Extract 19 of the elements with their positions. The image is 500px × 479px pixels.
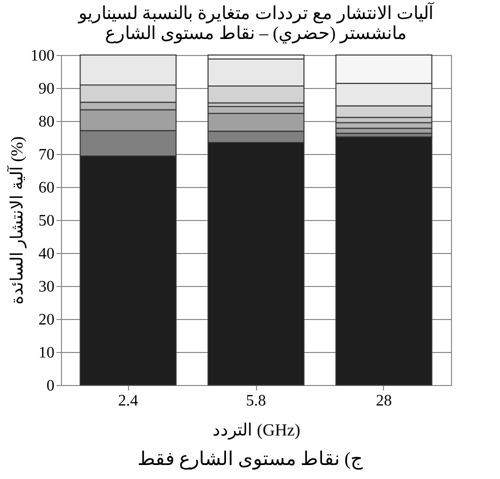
y-tick-label: 10 (38, 344, 54, 362)
y-tick-label: 50 (38, 212, 54, 230)
x-tick-label: 5.8 (246, 392, 266, 410)
y-tick-label: 60 (38, 180, 54, 196)
x-tick-label: 2.4 (118, 392, 138, 410)
bar (335, 136, 432, 386)
x-tick-label: 28 (376, 392, 392, 410)
x-axis-title: التردد (GHz) (212, 420, 300, 440)
y-tick-label: 0 (46, 378, 54, 394)
chart-title: آليات الانتشار مع ترددات متغايرة بالنسبة لسيناريو مانشستر (حضري) – نقاط مستوى الشارع (78, 2, 434, 44)
y-tick-label: 30 (38, 278, 54, 296)
y-tick-label: 40 (38, 246, 54, 262)
y-tick-label: 20 (38, 312, 54, 328)
y-tick-label: 90 (38, 80, 54, 98)
text: ج) نقاط مستوى الشارع فقط (136, 448, 364, 471)
y-axis-title: آلية الانتشار السائدة (%) (6, 136, 28, 305)
y-tick-label: 70 (38, 146, 54, 164)
y-tick-label: 100 (30, 48, 54, 64)
y-tick-label: 80 (38, 114, 54, 130)
